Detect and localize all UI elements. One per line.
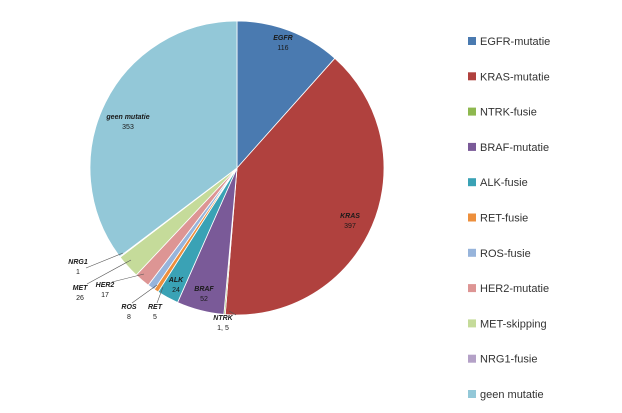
legend-label-geen-mutatie: geen mutatie — [480, 389, 544, 401]
slice-value-ntrk: 1, 5 — [217, 325, 229, 332]
slice-label-alk: ALK — [168, 277, 184, 284]
legend-swatch-ntrk-fusie — [468, 107, 476, 116]
legend-swatch-braf-mutatie — [468, 142, 476, 151]
legend-swatch-kras-mutatie — [468, 72, 476, 81]
leader-line-ret — [156, 286, 164, 304]
legend-item-met-skipping: MET-skipping — [468, 318, 547, 330]
slice-value-met: 26 — [76, 295, 84, 302]
legend-item-her2-mutatie: HER2-mutatie — [468, 283, 549, 295]
slice-value-egfr: 116 — [277, 45, 288, 52]
legend-label-braf-mutatie: BRAF-mutatie — [480, 142, 549, 154]
legend-item-nrg1-fusie: NRG1-fusie — [468, 354, 537, 366]
slice-value-ret: 5 — [153, 314, 157, 321]
pie-slice-egfr-mutatie — [236, 20, 336, 170]
legend-label-ret-fusie: RET-fusie — [480, 213, 528, 225]
slice-label-geen-mutatie: geen mutatie — [105, 114, 149, 121]
legend-item-ros-fusie: ROS-fusie — [468, 248, 531, 260]
legend-label-kras-mutatie: KRAS-mutatie — [480, 71, 550, 83]
legend-label-met-skipping: MET-skipping — [480, 318, 547, 330]
legend-label-alk-fusie: ALK-fusie — [480, 177, 528, 189]
slice-labels: EGFR 116 KRAS 397 NTRK 1, 5 BRAF 52 ALK 24 RET 5 ROS… — [68, 35, 360, 332]
leader-line-nrg1 — [85, 252, 124, 269]
slice-label-ntrk: NTRK — [213, 315, 233, 322]
leader-line-ntrk — [228, 310, 237, 316]
legend-item-ret-fusie: RET-fusie — [468, 213, 528, 225]
pie-slice-kras-mutatie — [224, 57, 385, 316]
slice-value-ros: 8 — [127, 314, 131, 321]
leader-lines — [85, 252, 237, 316]
slice-label-met: MET — [73, 285, 89, 292]
legend-item-geen-mutatie: geen mutatie — [468, 389, 544, 401]
legend-swatch-alk-fusie — [468, 178, 476, 187]
pie-slice-geen-mutatie — [89, 20, 238, 258]
legend-swatch-ret-fusie — [468, 213, 476, 222]
slice-value-kras: 397 — [344, 223, 356, 230]
slice-value-geen-mutatie: 353 — [122, 124, 134, 131]
legend-item-braf-mutatie: BRAF-mutatie — [468, 142, 549, 154]
legend-swatch-her2-mutatie — [468, 284, 476, 293]
legend-swatch-egfr-mutatie — [468, 37, 476, 45]
legend-label-ros-fusie: ROS-fusie — [480, 248, 531, 260]
slice-label-ret: RET — [148, 304, 163, 311]
legend-label-her2-mutatie: HER2-mutatie — [480, 283, 549, 295]
legend: EGFR-mutatie KRAS-mutatie NTRK-fusie BRAF-m… — [468, 36, 550, 401]
slice-value-braf: 52 — [200, 296, 208, 303]
slice-value-her2: 17 — [101, 292, 109, 299]
slice-label-ros: ROS — [121, 304, 137, 311]
slice-label-nrg1: NRG1 — [68, 259, 88, 266]
pie-slices — [89, 20, 385, 316]
legend-label-egfr-mutatie: EGFR-mutatie — [480, 36, 550, 48]
leader-line-met — [86, 259, 132, 285]
slice-value-nrg1: 1 — [76, 269, 80, 276]
leader-line-her2 — [111, 273, 145, 283]
slice-label-braf: BRAF — [194, 286, 214, 293]
slice-label-egfr: EGFR — [273, 35, 292, 42]
slice-label-her2: HER2 — [96, 282, 115, 289]
leader-line-ros — [131, 284, 158, 304]
legend-swatch-nrg1-fusie — [468, 354, 476, 363]
legend-swatch-met-skipping — [468, 319, 476, 328]
legend-item-egfr-mutatie: EGFR-mutatie — [468, 36, 550, 48]
legend-label-nrg1-fusie: NRG1-fusie — [480, 354, 537, 366]
legend-item-ntrk-fusie: NTRK-fusie — [468, 107, 537, 119]
slice-value-alk: 24 — [172, 287, 180, 294]
legend-swatch-ros-fusie — [468, 248, 476, 257]
legend-item-alk-fusie: ALK-fusie — [468, 177, 528, 189]
legend-item-kras-mutatie: KRAS-mutatie — [468, 71, 550, 83]
legend-label-ntrk-fusie: NTRK-fusie — [480, 107, 537, 119]
slice-label-kras: KRAS — [340, 213, 360, 220]
legend-swatch-geen-mutatie — [468, 390, 476, 398]
